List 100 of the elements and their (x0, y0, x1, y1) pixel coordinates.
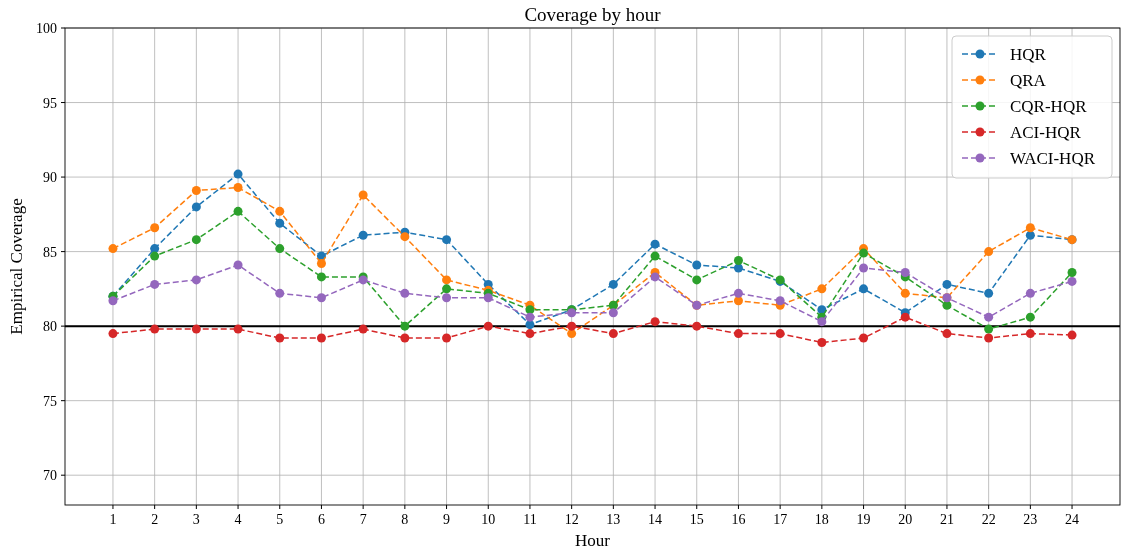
point (442, 284, 452, 294)
x-tick-label: 4 (234, 512, 242, 527)
point (275, 206, 285, 216)
point (191, 185, 201, 195)
legend-label: QRA (1010, 71, 1047, 90)
x-tick-label: 21 (939, 512, 954, 527)
x-tick-label: 16 (731, 512, 746, 527)
point (1025, 312, 1035, 322)
point (358, 230, 368, 240)
point (650, 272, 660, 282)
point (942, 279, 952, 289)
x-axis-title: Hour (575, 531, 611, 550)
point (984, 288, 994, 298)
point (191, 202, 201, 212)
y-tick-label: 95 (43, 95, 57, 111)
point (692, 275, 702, 285)
point (316, 259, 326, 269)
point (1025, 329, 1035, 339)
point (233, 260, 243, 270)
point (692, 260, 702, 270)
x-tick-label: 13 (606, 512, 621, 527)
point (859, 248, 869, 258)
point (900, 267, 910, 277)
point (859, 263, 869, 273)
point (150, 279, 160, 289)
point (525, 329, 535, 339)
point (400, 232, 410, 242)
point (608, 329, 618, 339)
point (191, 275, 201, 285)
point (400, 321, 410, 331)
y-tick-label: 80 (43, 319, 57, 335)
y-tick-label: 75 (43, 393, 57, 409)
point (150, 244, 160, 254)
point (108, 329, 118, 339)
point (733, 288, 743, 298)
legend-label: ACI-HQR (1010, 123, 1082, 142)
point (233, 206, 243, 216)
point (108, 296, 118, 306)
point (233, 169, 243, 179)
point (1025, 288, 1035, 298)
x-tick-label: 12 (564, 512, 579, 527)
point (400, 288, 410, 298)
x-tick-label: 8 (401, 512, 409, 527)
legend-label: CQR-HQR (1010, 97, 1088, 116)
point (1025, 230, 1035, 240)
x-tick-label: 17 (773, 512, 788, 527)
point (900, 312, 910, 322)
point (233, 183, 243, 192)
y-tick-label: 90 (43, 170, 57, 186)
y-tick-label: 70 (43, 468, 57, 484)
point (650, 239, 660, 249)
point (400, 333, 410, 343)
point (650, 251, 660, 261)
x-tick-label: 22 (981, 512, 996, 527)
point (859, 333, 869, 343)
point (984, 312, 994, 322)
x-tick-label: 15 (689, 512, 704, 527)
x-tick-label: 11 (523, 512, 537, 527)
point (150, 251, 160, 261)
x-tick-label: 24 (1065, 512, 1080, 527)
x-tick-label: 10 (481, 512, 496, 527)
point (316, 333, 326, 343)
point (442, 333, 452, 343)
point (275, 244, 285, 254)
point (108, 244, 118, 254)
y-axis-title: Empirical Coverage (7, 198, 26, 335)
point (775, 296, 785, 306)
point (1025, 223, 1035, 233)
point (1067, 267, 1077, 277)
point (608, 279, 618, 289)
point (733, 296, 743, 306)
point (150, 324, 160, 334)
x-tick-label: 14 (648, 512, 663, 527)
point (316, 272, 326, 282)
point (191, 324, 201, 334)
point (233, 324, 243, 334)
point (442, 235, 452, 245)
x-tick-label: 20 (898, 512, 913, 527)
x-tick-label: 23 (1023, 512, 1038, 527)
point (692, 321, 702, 331)
chart-title: Coverage by hour (524, 4, 662, 25)
point (817, 284, 827, 294)
y-tick-label: 100 (36, 21, 57, 36)
point (275, 333, 285, 343)
point (567, 329, 577, 339)
point (150, 223, 160, 233)
point (608, 308, 618, 318)
point (442, 275, 452, 285)
point (859, 284, 869, 294)
point (483, 293, 493, 303)
point (817, 317, 827, 327)
point (525, 312, 535, 322)
point (900, 288, 910, 298)
point (650, 317, 660, 327)
point (1067, 276, 1077, 286)
x-tick-label: 6 (317, 512, 325, 527)
x-tick-label: 7 (359, 512, 367, 527)
x-tick-label: 9 (443, 512, 451, 527)
point (733, 256, 743, 266)
point (733, 329, 743, 339)
